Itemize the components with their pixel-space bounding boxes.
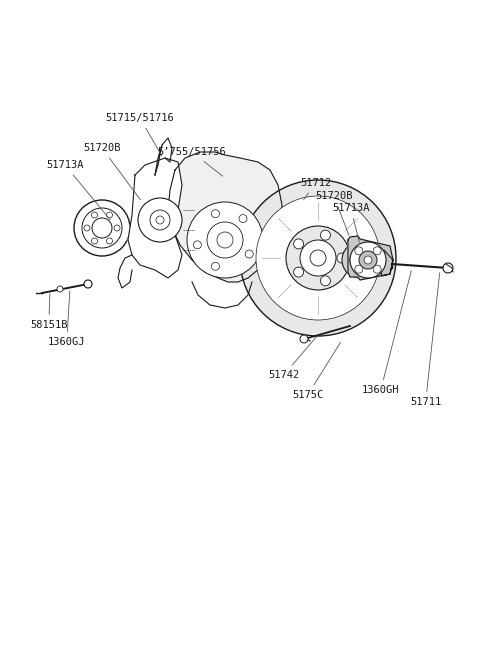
Circle shape [373,265,381,273]
Circle shape [294,267,303,277]
Text: 1360GJ: 1360GJ [48,291,85,347]
Circle shape [211,262,219,270]
Circle shape [342,242,378,278]
Circle shape [156,216,164,224]
Circle shape [74,200,130,256]
Circle shape [355,265,363,273]
Circle shape [300,335,308,343]
Circle shape [217,232,233,248]
Circle shape [187,202,263,278]
Circle shape [321,276,330,286]
Polygon shape [168,152,282,282]
Circle shape [107,212,112,218]
Text: 51712: 51712 [300,178,331,200]
Circle shape [321,230,330,240]
Circle shape [84,280,92,288]
Text: 5’755/51756: 5’755/51756 [157,147,227,176]
Circle shape [364,256,372,264]
Text: 51711: 51711 [410,273,441,407]
Circle shape [245,250,253,258]
Circle shape [211,210,219,217]
Circle shape [359,251,377,269]
Circle shape [92,238,97,244]
Text: 51713A: 51713A [46,160,110,220]
Circle shape [107,238,112,244]
Text: 51713A: 51713A [332,203,370,242]
Circle shape [82,208,122,248]
Text: 51742: 51742 [268,337,316,380]
Text: 51720B: 51720B [83,143,140,200]
Circle shape [294,239,303,249]
Text: 51715/51716: 51715/51716 [106,113,174,156]
Text: 5175C: 5175C [292,342,340,400]
Circle shape [84,225,90,231]
Circle shape [350,242,386,278]
Circle shape [193,241,202,249]
Circle shape [373,247,381,255]
Circle shape [92,212,97,218]
Text: 58151B: 58151B [30,294,68,330]
Circle shape [310,250,326,266]
Circle shape [337,253,347,263]
Circle shape [207,222,243,258]
Polygon shape [348,236,393,280]
Circle shape [286,226,350,290]
Circle shape [57,286,63,292]
Circle shape [350,250,370,270]
Circle shape [239,215,247,223]
Circle shape [114,225,120,231]
Circle shape [300,240,336,276]
Circle shape [355,247,363,255]
Circle shape [138,198,182,242]
Circle shape [256,196,380,320]
Circle shape [240,180,396,336]
Text: 51720B: 51720B [315,191,352,235]
Polygon shape [128,158,182,278]
Text: 1360GH: 1360GH [362,271,411,395]
Circle shape [443,263,453,273]
